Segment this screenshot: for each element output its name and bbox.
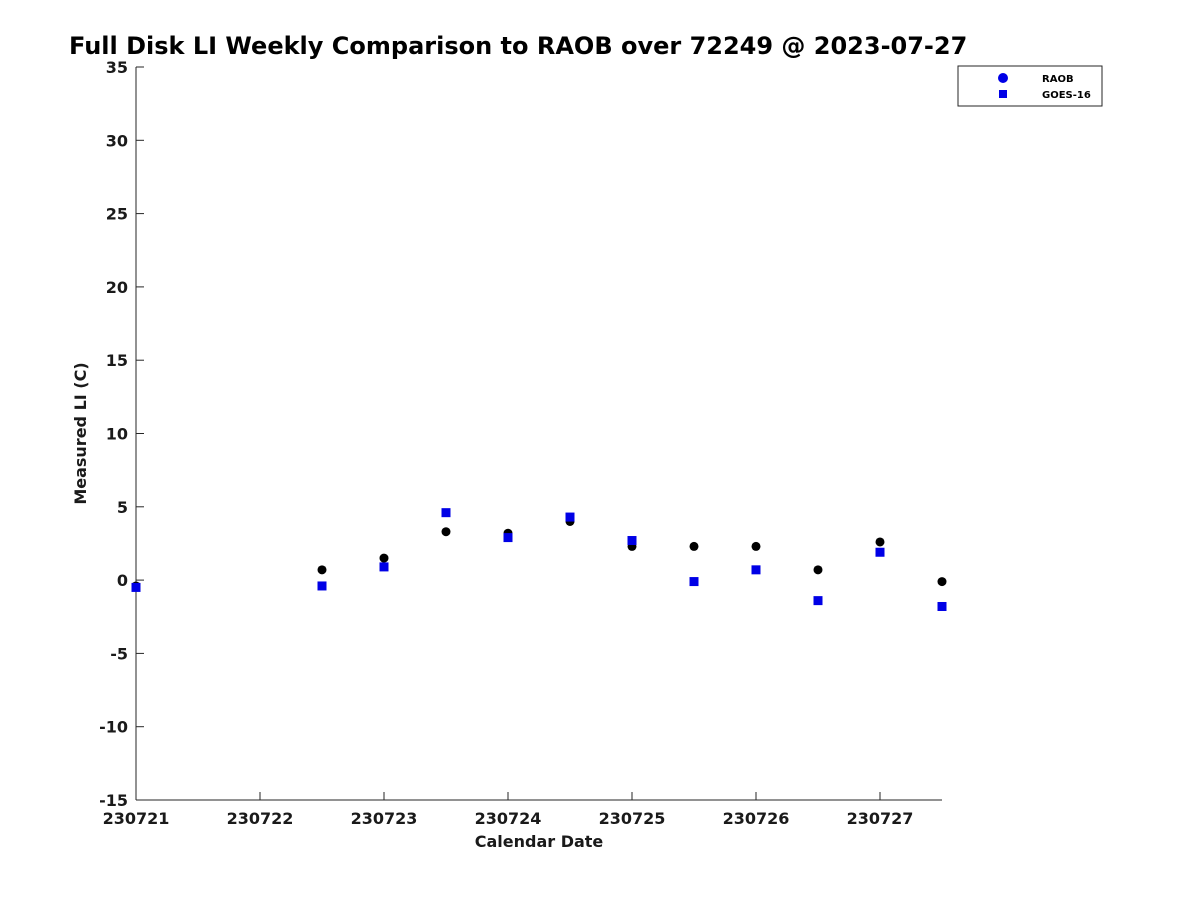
x-tick-label: 230727 [847,809,914,828]
y-tick-label: 10 [106,425,128,444]
data-point-raob [379,553,389,563]
legend-marker-goes16 [999,90,1007,98]
series-goes-16 [131,508,947,611]
data-point-goes16 [503,533,513,543]
data-point-goes16 [689,577,699,587]
data-point-raob [689,541,699,551]
data-point-goes16 [317,581,327,591]
data-point-raob [751,541,761,551]
y-tick-label: -15 [99,791,128,810]
data-point-goes16 [813,596,823,606]
data-point-goes16 [441,508,451,518]
data-series [131,508,947,611]
y-axis-label: Measured LI (C) [71,362,90,504]
data-point-goes16 [379,562,389,572]
series-raob [131,516,947,591]
data-point-raob [875,537,885,547]
legend-box [957,65,1103,107]
legend-marker-raob [998,73,1008,83]
legend: RAOB GOES-16 [957,65,1103,107]
y-tick-label: -5 [110,644,128,663]
data-point-goes16 [875,547,885,557]
y-tick-label: 20 [106,278,128,297]
legend-label-goes16: GOES-16 [1042,90,1091,101]
legend-label-raob: RAOB [1042,74,1074,85]
data-point-raob [937,577,947,587]
x-tick-label: 230721 [103,809,170,828]
y-axis-ticks: -15 -10 -5 0 5 10 15 20 25 30 35 [99,58,144,810]
y-tick-label: 25 [106,205,128,224]
data-point-goes16 [937,601,947,611]
x-axis-label: Calendar Date [475,832,604,851]
y-tick-label: 15 [106,351,128,370]
data-point-raob [317,565,327,575]
x-tick-label: 230725 [599,809,666,828]
data-point-goes16 [565,512,575,522]
x-tick-label: 230724 [475,809,542,828]
chart-title: Full Disk LI Weekly Comparison to RAOB o… [69,32,967,60]
data-point-raob [813,565,823,575]
y-tick-label: 30 [106,131,128,150]
data-point-goes16 [751,565,761,575]
data-point-goes16 [131,582,141,592]
y-tick-label: 0 [117,571,128,590]
y-tick-label: 5 [117,498,128,517]
x-axis-ticks: 230721 230722 230723 230724 230725 230726 2307… [103,792,914,828]
x-tick-label: 230726 [723,809,790,828]
y-tick-label: 35 [106,58,128,77]
x-tick-label: 230723 [351,809,418,828]
x-tick-label: 230722 [227,809,294,828]
data-point-raob [441,527,451,537]
data-point-goes16 [627,536,637,546]
y-tick-label: -10 [99,718,128,737]
